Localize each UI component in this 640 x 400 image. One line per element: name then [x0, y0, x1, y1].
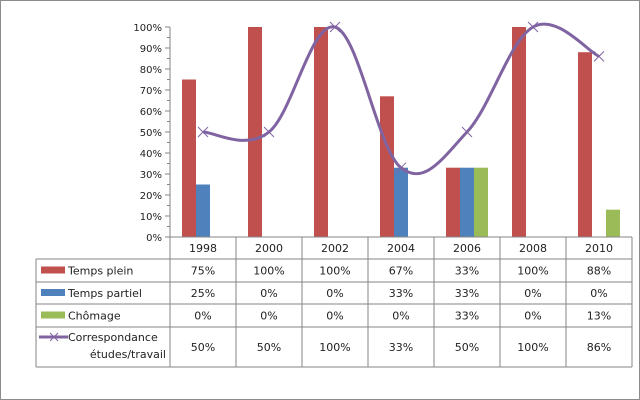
- legend-key: [41, 311, 65, 319]
- y-tick-label: 90%: [140, 44, 162, 55]
- bar-temps-plein: [380, 96, 394, 237]
- legend-key: [41, 266, 65, 274]
- x-tick-label: 2000: [255, 242, 283, 255]
- bar-temps-plein: [182, 79, 196, 237]
- legend-label: Temps plein: [67, 265, 133, 278]
- y-tick-label: 10%: [140, 212, 162, 223]
- y-tick-label: 80%: [140, 65, 162, 76]
- bar-temps-plein: [578, 52, 592, 238]
- x-tick-label: 2008: [519, 242, 547, 255]
- y-tick-label: 60%: [140, 107, 162, 118]
- data-label: 33%: [389, 341, 413, 354]
- x-tick-label: 2004: [387, 242, 415, 255]
- y-tick-label: 0%: [146, 233, 162, 244]
- y-tick-label: 50%: [140, 128, 162, 139]
- legend-label: Correspondance: [68, 331, 158, 344]
- bar-temps-plein: [248, 27, 262, 237]
- line-marker-x: [593, 51, 605, 62]
- bar-temps-plein: [314, 27, 328, 237]
- data-label: 0%: [326, 287, 343, 300]
- data-label: 0%: [194, 310, 211, 323]
- line-correspondance: [202, 22, 600, 176]
- bar-ch-mage: [474, 167, 488, 237]
- data-label: 33%: [455, 287, 479, 300]
- line-marker-x: [461, 126, 473, 138]
- data-label: 25%: [191, 287, 215, 300]
- data-label: 33%: [455, 310, 479, 323]
- y-tick-label: 40%: [140, 149, 162, 160]
- data-label: 86%: [587, 341, 611, 354]
- line-marker-x: [329, 21, 341, 33]
- data-label: 100%: [253, 265, 284, 278]
- data-label: 100%: [319, 265, 350, 278]
- data-label: 0%: [590, 287, 607, 300]
- y-tick-label: 70%: [140, 86, 162, 97]
- data-label: 50%: [257, 341, 281, 354]
- legend-label: Chômage: [68, 310, 121, 323]
- bar-temps-partiel: [196, 184, 210, 237]
- line-marker-x: [527, 21, 539, 33]
- data-label: 33%: [389, 287, 413, 300]
- bar-ch-mage: [606, 209, 620, 237]
- data-label: 13%: [587, 310, 611, 323]
- data-label: 33%: [455, 265, 479, 278]
- bar-temps-partiel: [460, 167, 474, 237]
- bar-temps-plein: [512, 27, 526, 237]
- data-label: 0%: [326, 310, 343, 323]
- data-label: 100%: [517, 265, 548, 278]
- y-tick-label: 100%: [133, 23, 162, 34]
- y-tick-label: 30%: [140, 170, 162, 181]
- x-tick-label: 2002: [321, 242, 349, 255]
- y-tick-label: 20%: [140, 191, 162, 202]
- data-label: 88%: [587, 265, 611, 278]
- line-marker-x: [263, 126, 275, 138]
- data-label: 100%: [319, 341, 350, 354]
- data-label: 0%: [260, 287, 277, 300]
- legend-marker: [49, 332, 59, 342]
- legend-key: [41, 289, 65, 296]
- legend-label: études/travail: [90, 348, 166, 361]
- data-label: 0%: [524, 287, 541, 300]
- data-label: 0%: [524, 310, 541, 323]
- line-marker-x: [395, 162, 407, 174]
- bar-temps-partiel: [394, 167, 408, 237]
- data-label: 75%: [191, 265, 215, 278]
- data-label: 0%: [260, 310, 277, 323]
- legend-label: Temps partiel: [67, 287, 142, 300]
- x-tick-label: 2006: [453, 242, 481, 255]
- data-label: 67%: [389, 265, 413, 278]
- data-label: 50%: [191, 341, 215, 354]
- line-marker-x: [197, 126, 209, 138]
- data-label: 50%: [455, 341, 479, 354]
- data-label: 0%: [392, 310, 409, 323]
- data-label: 100%: [517, 341, 548, 354]
- bar-temps-plein: [446, 167, 460, 237]
- x-tick-label: 1998: [189, 242, 217, 255]
- x-tick-label: 2010: [585, 242, 613, 255]
